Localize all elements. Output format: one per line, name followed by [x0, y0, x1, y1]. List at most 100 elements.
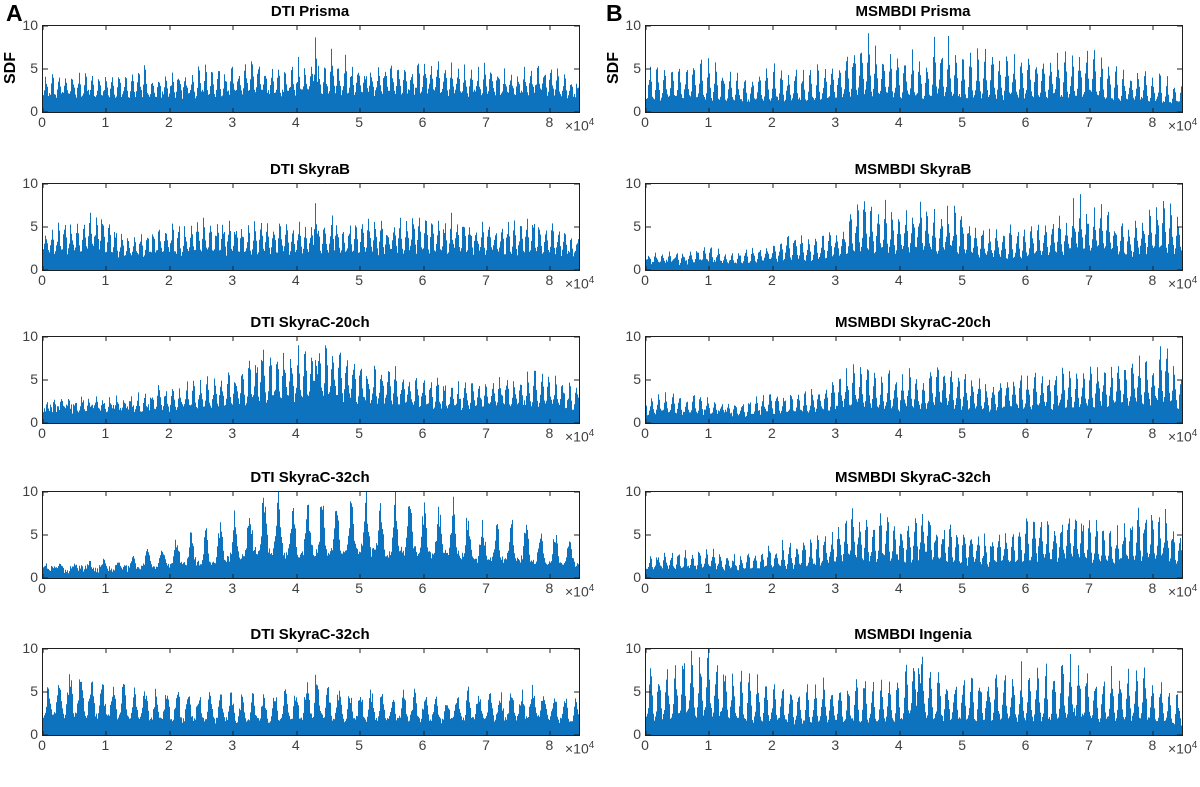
subplot-title: MSMBDI SkyraC-20ch	[835, 314, 991, 331]
x-tick-label: 3	[228, 425, 237, 441]
y-tick-label: 5	[30, 526, 38, 542]
plot-area	[42, 648, 580, 736]
subplot-title: DTI Prisma	[270, 3, 350, 20]
x-tick-label: 8	[1148, 114, 1157, 130]
y-tick-label: 10	[22, 175, 38, 191]
x-tick-label: 6	[1021, 114, 1030, 130]
x-tick-label: 7	[482, 580, 490, 596]
x-tick-label: 1	[101, 272, 110, 288]
x-tick-label: 6	[1021, 580, 1030, 596]
x-tick-label: 6	[418, 114, 427, 130]
x-tick-label: 5	[355, 272, 364, 288]
x-tick-label: 5	[355, 114, 364, 130]
x-tick-label: 2	[164, 425, 173, 441]
y-tick-label: 5	[633, 371, 641, 387]
x-tick-label: 0	[38, 272, 46, 288]
x-tick-label: 0	[641, 114, 649, 130]
x-axis-exponent: ×104	[565, 117, 595, 134]
x-tick-label: 1	[101, 580, 110, 596]
y-tick-label: 0	[30, 726, 38, 742]
x-tick-label: 2	[767, 425, 776, 441]
y-tick-label: 10	[22, 483, 38, 499]
x-tick-label: 1	[704, 737, 713, 753]
signal-trace	[43, 492, 579, 578]
x-tick-label: 2	[164, 114, 173, 130]
panel-a-label: A	[6, 0, 23, 26]
x-tick-label: 8	[545, 114, 554, 130]
x-tick-label: 0	[38, 580, 46, 596]
panel-a: A DTI Prisma SDF 0 5 10 0 1 2 3 4 5 6 7 8 ×104 DTI S…	[0, 0, 600, 757]
x-tick-label: 0	[641, 425, 649, 441]
x-tick-label: 6	[418, 580, 427, 596]
x-tick-label: 7	[1085, 425, 1093, 441]
x-tick-label: 7	[482, 425, 490, 441]
x-tick-label: 8	[1148, 737, 1157, 753]
subplot-title: DTI SkyraC-20ch	[250, 314, 370, 331]
x-tick-label: 0	[641, 737, 649, 753]
plot-area	[42, 183, 580, 271]
x-tick-label: 2	[767, 580, 776, 596]
x-tick-label: 1	[101, 737, 110, 753]
y-tick-label: 0	[633, 726, 641, 742]
x-tick-label: 6	[1021, 272, 1030, 288]
x-tick-label: 2	[767, 114, 776, 130]
subplot: MSMBDI SkyraC-20ch 0 5 10 0 1 2 3 4 5 6 7 8 ×104	[600, 311, 1200, 468]
subplot: MSMBDI Prisma SDF 0 5 10 0 1 2 3 4 5 6 7 8 ×104	[600, 0, 1200, 157]
y-tick-label: 10	[625, 328, 641, 344]
y-tick-label: 0	[30, 414, 38, 430]
signal-trace	[43, 184, 579, 270]
signal-trace	[646, 649, 1182, 735]
x-axis-exponent: ×104	[565, 275, 595, 292]
subplot-title: DTI SkyraC-32ch	[250, 469, 370, 486]
x-tick-label: 3	[228, 737, 237, 753]
x-tick-label: 5	[355, 580, 364, 596]
x-axis-exponent: ×104	[565, 428, 595, 445]
x-tick-label: 4	[291, 114, 300, 130]
x-tick-label: 6	[1021, 425, 1030, 441]
x-tick-label: 8	[1148, 272, 1157, 288]
x-tick-label: 2	[767, 737, 776, 753]
x-tick-label: 3	[831, 580, 840, 596]
x-tick-label: 7	[1085, 272, 1093, 288]
x-tick-label: 5	[958, 737, 967, 753]
plot-area	[645, 25, 1183, 113]
x-tick-label: 1	[101, 425, 110, 441]
x-axis-exponent: ×104	[565, 740, 595, 757]
x-tick-label: 2	[164, 272, 173, 288]
x-tick-label: 7	[1085, 114, 1093, 130]
x-tick-label: 8	[545, 737, 554, 753]
subplot-title: MSMBDI Ingenia	[854, 626, 972, 643]
y-tick-label: 0	[30, 261, 38, 277]
plot-area	[42, 336, 580, 424]
x-tick-label: 3	[831, 425, 840, 441]
plot-area	[42, 25, 580, 113]
x-tick-label: 7	[1085, 580, 1093, 596]
subplot: DTI Prisma SDF 0 5 10 0 1 2 3 4 5 6 7 8 ×104	[0, 0, 600, 157]
x-tick-label: 0	[38, 425, 46, 441]
subplot: DTI SkyraC-32ch 0 5 10 0 1 2 3 4 5 6 7 8 ×104	[0, 466, 600, 623]
y-tick-label: 5	[633, 683, 641, 699]
subplot: MSMBDI Ingenia 0 5 10 0 1 2 3 4 5 6 7 8 ×104	[600, 623, 1200, 780]
x-tick-label: 7	[482, 114, 490, 130]
x-axis-exponent: ×104	[1168, 117, 1198, 134]
y-tick-label: 0	[30, 103, 38, 119]
y-tick-label: 5	[633, 526, 641, 542]
x-tick-label: 3	[831, 114, 840, 130]
x-tick-label: 8	[1148, 425, 1157, 441]
x-tick-label: 8	[545, 580, 554, 596]
y-tick-label: 0	[633, 261, 641, 277]
x-axis-exponent: ×104	[1168, 275, 1198, 292]
x-tick-label: 5	[958, 114, 967, 130]
x-tick-label: 4	[894, 737, 903, 753]
x-tick-label: 0	[38, 737, 46, 753]
y-tick-label: 5	[633, 60, 641, 76]
x-tick-label: 3	[831, 737, 840, 753]
x-tick-label: 1	[704, 425, 713, 441]
x-tick-label: 4	[894, 425, 903, 441]
x-tick-label: 1	[704, 114, 713, 130]
panel-b: B MSMBDI Prisma SDF 0 5 10 0 1 2 3 4 5 6 7 8 ×104 MS…	[600, 0, 1200, 787]
x-tick-label: 7	[1085, 737, 1093, 753]
x-tick-label: 6	[418, 272, 427, 288]
plot-area	[645, 336, 1183, 424]
x-axis-exponent: ×104	[1168, 740, 1198, 757]
